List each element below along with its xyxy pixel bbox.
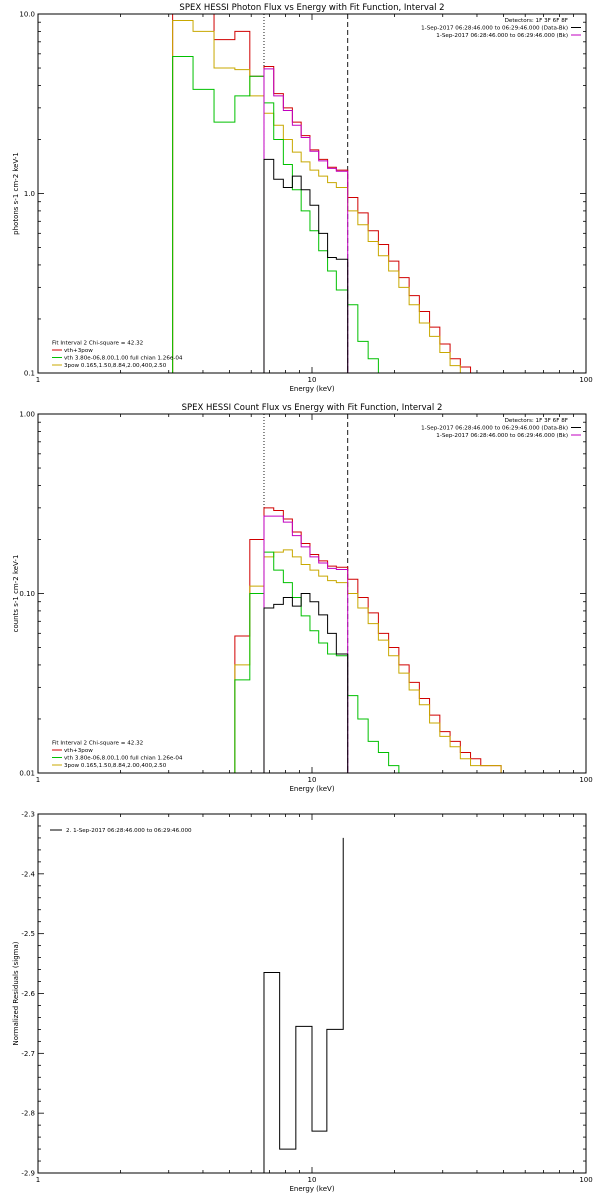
series-group — [263, 837, 344, 1173]
series-line-1 — [234, 507, 512, 773]
y-tick-label: -2.7 — [21, 1050, 35, 1058]
series-group — [172, 14, 481, 373]
x-axis-ticks: 1 10 100 — [36, 14, 593, 384]
y-tick-label: -2.3 — [21, 811, 35, 819]
fit-legend-entry: Fit Interval 2 Chi-square = 42.32 — [52, 341, 143, 347]
y-tick-label: -2.9 — [21, 1170, 35, 1178]
x-axis-ticks: 1 10 100 — [36, 814, 593, 1184]
series-line-3 — [234, 551, 400, 773]
x-tick-label: 10 — [308, 776, 317, 784]
series-line-5 — [263, 158, 349, 373]
legend-entry: 1-Sep-2017 06:28:46.000 to 06:29:46.000 … — [421, 26, 568, 32]
series-line-3 — [172, 55, 389, 373]
x-tick-label: 10 — [308, 1176, 317, 1184]
chart-panel-3: 1 10 100 -2.9 -2.8 -2.7 -2.6 -2.5 -2.4 -2.3 Energy… — [12, 811, 593, 1194]
x-tick-label: 1 — [36, 376, 40, 384]
plot-frame — [37, 13, 587, 374]
fit-legend-entry: Fit Interval 2 Chi-square = 42.32 — [52, 741, 143, 747]
y-tick-label: 0.01 — [19, 770, 35, 778]
fit-legend-entry: vth 3.80e-06,8.00,1.00 full chian 1.26e-… — [64, 356, 183, 362]
chart-title: SPEX HESSI Count Flux vs Energy with Fit… — [182, 403, 443, 413]
legend-entry: Detectors: 1F 3F 6F 8F — [505, 18, 568, 24]
x-axis-label: Energy (keV) — [289, 385, 334, 393]
x-tick-label: 1 — [36, 776, 40, 784]
y-tick-label: -2.5 — [21, 930, 35, 938]
x-tick-label: 1 — [36, 1176, 40, 1184]
y-tick-label: 0.10 — [19, 590, 35, 598]
plot-frame — [37, 813, 587, 1174]
y-tick-label: -2.4 — [21, 870, 35, 878]
y-tick-label: -2.6 — [21, 990, 35, 998]
y-tick-label: -2.8 — [21, 1110, 35, 1118]
series-line-2 — [234, 549, 512, 773]
x-tick-label: 10 — [308, 376, 317, 384]
y-axis-label: counts s-1 cm-2 keV-1 — [12, 555, 20, 633]
fit-legend-entry: vth 3.80e-06,8.00,1.00 full chian 1.26e-… — [64, 756, 183, 762]
fit-legend-entry: 3pow 0.165,1.50,8.84,2.00,400,2.50 — [64, 363, 167, 369]
series-group — [234, 507, 512, 773]
series-line-4 — [263, 68, 349, 373]
series-line-4 — [263, 515, 349, 773]
x-tick-label: 100 — [579, 376, 592, 384]
series-line-2 — [172, 20, 481, 373]
x-axis-label: Energy (keV) — [289, 785, 334, 793]
chart-panel-2: SPEX HESSI Count Flux vs Energy with Fit… — [12, 403, 593, 793]
fit-legend-entry: vth+3pow — [64, 748, 93, 754]
chart-panel-1: SPEX HESSI Photon Flux vs Energy with Fi… — [12, 3, 593, 393]
y-axis-ticks: -2.9 -2.8 -2.7 -2.6 -2.5 -2.4 -2.3 — [21, 811, 586, 1178]
y-axis-label: photons s-1 cm-2 keV-1 — [12, 152, 20, 235]
x-axis-ticks: 1 10 100 — [36, 414, 593, 784]
series-line-5 — [263, 593, 349, 773]
x-tick-label: 100 — [579, 776, 592, 784]
x-axis-label: Energy (keV) — [289, 1185, 334, 1193]
y-axis-label: Normalized Residuals (sigma) — [12, 941, 20, 1045]
legend-entry: 1-Sep-2017 06:28:46.000 to 06:29:46.000 … — [421, 426, 568, 432]
x-tick-label: 100 — [579, 1176, 592, 1184]
y-tick-label: 1.0 — [24, 190, 35, 198]
y-tick-label: 10.0 — [19, 11, 35, 19]
y-axis-ticks: 0.1 1.0 10.0 — [19, 11, 586, 378]
plot-frame — [37, 413, 587, 774]
fit-legend-entry: 3pow 0.165,1.50,8.84,2.00,400,2.50 — [64, 763, 167, 769]
legend-entry: 1-Sep-2017 06:28:46.000 to 06:29:46.000 … — [436, 33, 568, 39]
legend-entry: Detectors: 1F 3F 6F 8F — [505, 418, 568, 424]
legend-entry: 1-Sep-2017 06:28:46.000 to 06:29:46.000 … — [436, 433, 568, 439]
y-tick-label: 1.00 — [19, 411, 35, 419]
series-line-1 — [263, 837, 344, 1173]
chart-title: SPEX HESSI Photon Flux vs Energy with Fi… — [179, 3, 444, 13]
residual-legend-entry: 2. 1-Sep-2017 06:28:46.000 to 06:29:46.0… — [66, 828, 192, 834]
y-tick-label: 0.1 — [24, 370, 35, 378]
fit-legend-entry: vth+3pow — [64, 348, 93, 354]
